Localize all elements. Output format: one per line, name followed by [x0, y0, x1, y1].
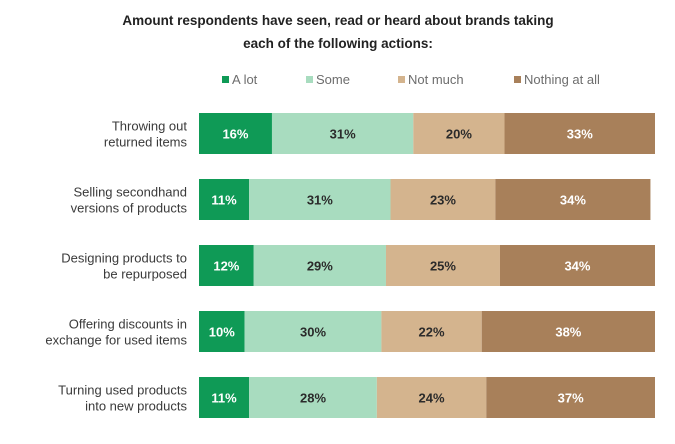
data-label: 37% — [558, 391, 584, 406]
data-label: 22% — [419, 325, 445, 340]
bar-segment — [499, 245, 655, 286]
chart-title-line: each of the following actions: — [243, 36, 433, 51]
bars: 16% 31% 20% 33% 11% 31% 23% 34% 12% 29% 25% 34% 10% 3… — [199, 113, 655, 418]
bar-segment — [504, 113, 655, 154]
data-label: 11% — [211, 193, 237, 208]
bar-segment — [249, 179, 391, 220]
data-label: 29% — [307, 259, 333, 274]
legend-swatch — [514, 76, 521, 83]
bar-segment — [486, 377, 655, 418]
category-label: returned items — [104, 135, 188, 150]
legend: A lot Some Not much Nothing at all — [222, 72, 600, 87]
bar-segment — [390, 179, 496, 220]
data-label: 20% — [446, 127, 472, 142]
bar-segment — [244, 311, 382, 352]
bar-segment — [199, 377, 250, 418]
chart-title: Amount respondents have seen, read or he… — [122, 13, 553, 51]
legend-swatch — [306, 76, 313, 83]
legend-label: A lot — [232, 72, 258, 87]
bar-segment — [249, 377, 377, 418]
bar-segment — [199, 245, 254, 286]
data-label: 24% — [419, 391, 445, 406]
category-label: exchange for used items — [45, 333, 187, 348]
category-label: versions of products — [71, 201, 188, 216]
category-label: Designing products to — [61, 251, 187, 266]
bar-segment — [413, 113, 505, 154]
data-label: 28% — [300, 391, 326, 406]
data-label: 23% — [430, 193, 456, 208]
category-label: be repurposed — [103, 267, 187, 282]
bar-segment — [385, 245, 500, 286]
legend-swatch — [398, 76, 405, 83]
category-label: into new products — [85, 399, 187, 414]
category-label: Selling secondhand — [74, 185, 187, 200]
legend-swatch — [222, 76, 229, 83]
bar-segment — [381, 311, 482, 352]
legend-label: Some — [316, 72, 350, 87]
bar-segment — [199, 311, 245, 352]
bar-segment — [495, 179, 651, 220]
bar-segment — [481, 311, 655, 352]
legend-label: Nothing at all — [524, 72, 600, 87]
chart-title-line: Amount respondents have seen, read or he… — [122, 13, 553, 28]
data-label: 38% — [555, 325, 581, 340]
bar-segment — [271, 113, 414, 154]
bar-segment — [376, 377, 487, 418]
data-label: 11% — [211, 391, 237, 406]
data-label: 16% — [222, 127, 248, 142]
bar-segment — [199, 113, 272, 154]
data-label: 30% — [300, 325, 326, 340]
legend-label: Not much — [408, 72, 464, 87]
data-label: 10% — [209, 325, 235, 340]
category-label: Offering discounts in — [69, 317, 187, 332]
category-label: Turning used products — [58, 383, 187, 398]
bar-segment — [253, 245, 386, 286]
data-label: 31% — [330, 127, 356, 142]
data-label: 12% — [213, 259, 239, 274]
category-label: Throwing out — [112, 119, 188, 134]
data-label: 34% — [560, 193, 586, 208]
data-label: 34% — [564, 259, 590, 274]
data-label: 33% — [567, 127, 593, 142]
data-label: 25% — [430, 259, 456, 274]
bar-segment — [199, 179, 250, 220]
data-label: 31% — [307, 193, 333, 208]
